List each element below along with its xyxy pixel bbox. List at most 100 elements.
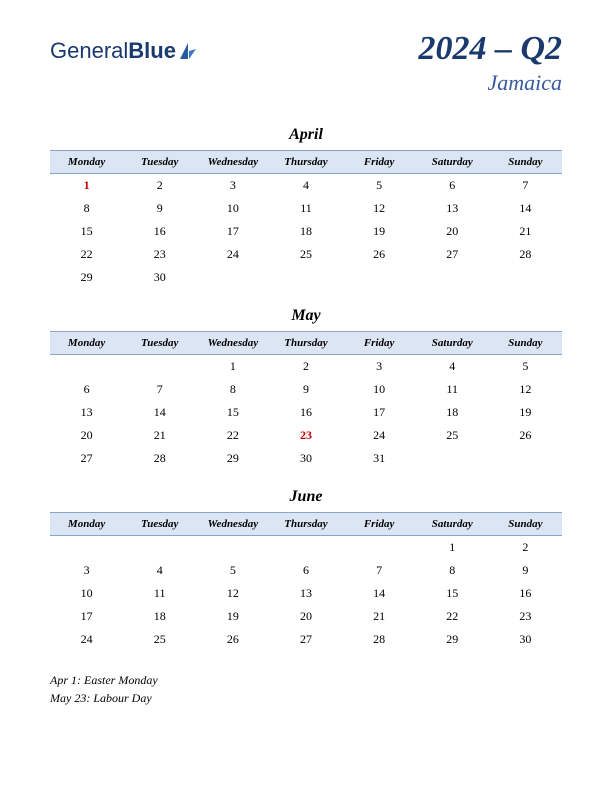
calendar-cell: 2: [489, 536, 562, 560]
calendar-cell: 3: [50, 559, 123, 582]
calendar-row: 3456789: [50, 559, 562, 582]
calendar-cell: 1: [416, 536, 489, 560]
calendar-cell: 4: [269, 174, 342, 198]
calendar-cell: 22: [416, 605, 489, 628]
calendar-row: 13141516171819: [50, 401, 562, 424]
calendar-cell: 29: [50, 266, 123, 289]
calendar-cell: 15: [196, 401, 269, 424]
day-header: Thursday: [269, 151, 342, 174]
calendar-cell: 13: [416, 197, 489, 220]
day-header: Friday: [343, 151, 416, 174]
calendar-row: 1234567: [50, 174, 562, 198]
calendar-cell: 8: [50, 197, 123, 220]
calendar-cell: 7: [123, 378, 196, 401]
calendar-cell: 18: [269, 220, 342, 243]
calendar-cell: 21: [489, 220, 562, 243]
calendar-cell: 10: [50, 582, 123, 605]
calendar-cell: 28: [489, 243, 562, 266]
header: GeneralBlue 2024 – Q2 Jamaica: [50, 30, 562, 96]
calendar-cell: 16: [123, 220, 196, 243]
calendar-cell: 20: [50, 424, 123, 447]
calendar-cell: 30: [269, 447, 342, 470]
calendar-cell: 26: [489, 424, 562, 447]
calendar-cell: 7: [489, 174, 562, 198]
calendar-cell: 6: [50, 378, 123, 401]
month-block: AprilMondayTuesdayWednesdayThursdayFrida…: [50, 126, 562, 289]
calendar-row: 12345: [50, 355, 562, 379]
holiday-entry: Apr 1: Easter Monday: [50, 671, 562, 689]
calendar-cell: 3: [196, 174, 269, 198]
day-header: Monday: [50, 513, 123, 536]
day-header: Saturday: [416, 332, 489, 355]
logo: GeneralBlue: [50, 38, 198, 64]
period-title: 2024 – Q2: [418, 30, 562, 68]
calendar-cell: 19: [343, 220, 416, 243]
calendar-cell: 18: [416, 401, 489, 424]
calendar-cell: 12: [196, 582, 269, 605]
calendar-cell: 4: [416, 355, 489, 379]
calendar-cell: 8: [416, 559, 489, 582]
calendar-cell: 5: [489, 355, 562, 379]
calendar-cell: 21: [123, 424, 196, 447]
day-header: Thursday: [269, 332, 342, 355]
calendar-cell: 16: [269, 401, 342, 424]
calendar-cell: 22: [50, 243, 123, 266]
calendar-cell: 10: [343, 378, 416, 401]
month-block: JuneMondayTuesdayWednesdayThursdayFriday…: [50, 488, 562, 651]
calendar-row: 6789101112: [50, 378, 562, 401]
logo-sail-icon: [178, 41, 198, 61]
day-header: Tuesday: [123, 513, 196, 536]
calendar-cell: 14: [489, 197, 562, 220]
calendar-cell: 14: [123, 401, 196, 424]
calendar-cell: 3: [343, 355, 416, 379]
calendar-cell: 8: [196, 378, 269, 401]
calendar-cell: 20: [269, 605, 342, 628]
calendar-cell: 11: [416, 378, 489, 401]
calendar-cell: 17: [343, 401, 416, 424]
day-header: Tuesday: [123, 151, 196, 174]
calendar-cell: 26: [196, 628, 269, 651]
calendar-cell: 19: [489, 401, 562, 424]
calendar-cell: 24: [343, 424, 416, 447]
calendar-cell: 17: [50, 605, 123, 628]
calendar-cell: 23: [269, 424, 342, 447]
day-header: Monday: [50, 332, 123, 355]
calendar-row: 2728293031: [50, 447, 562, 470]
logo-text-blue: Blue: [128, 38, 176, 64]
calendar-cell: 2: [123, 174, 196, 198]
calendar-cell: 11: [269, 197, 342, 220]
calendar-cell: 30: [123, 266, 196, 289]
calendar-cell: 23: [489, 605, 562, 628]
day-header: Tuesday: [123, 332, 196, 355]
title-block: 2024 – Q2 Jamaica: [418, 30, 562, 96]
calendar-cell: 29: [196, 447, 269, 470]
day-header: Sunday: [489, 151, 562, 174]
month-name: May: [50, 307, 562, 325]
calendar-cell: 15: [416, 582, 489, 605]
calendar-row: 12: [50, 536, 562, 560]
calendar-row: 22232425262728: [50, 243, 562, 266]
calendar-cell: 6: [416, 174, 489, 198]
calendar-cell: 27: [50, 447, 123, 470]
calendar-cell: 1: [196, 355, 269, 379]
calendar-cell: 29: [416, 628, 489, 651]
month-block: MayMondayTuesdayWednesdayThursdayFridayS…: [50, 307, 562, 470]
calendar-cell: 15: [50, 220, 123, 243]
calendar-cell: 24: [50, 628, 123, 651]
calendar-cell: [343, 536, 416, 560]
calendar-cell: 6: [269, 559, 342, 582]
calendar-cell: 14: [343, 582, 416, 605]
calendar-cell: [123, 355, 196, 379]
calendar-cell: 11: [123, 582, 196, 605]
calendar-cell: 28: [123, 447, 196, 470]
calendar-cell: 21: [343, 605, 416, 628]
calendar-cell: 13: [50, 401, 123, 424]
calendar-cell: 30: [489, 628, 562, 651]
calendar-cell: 16: [489, 582, 562, 605]
calendar-row: 891011121314: [50, 197, 562, 220]
calendar-cell: 2: [269, 355, 342, 379]
calendars-container: AprilMondayTuesdayWednesdayThursdayFrida…: [50, 126, 562, 651]
calendar-cell: [343, 266, 416, 289]
calendar-cell: 20: [416, 220, 489, 243]
calendar-cell: 5: [196, 559, 269, 582]
